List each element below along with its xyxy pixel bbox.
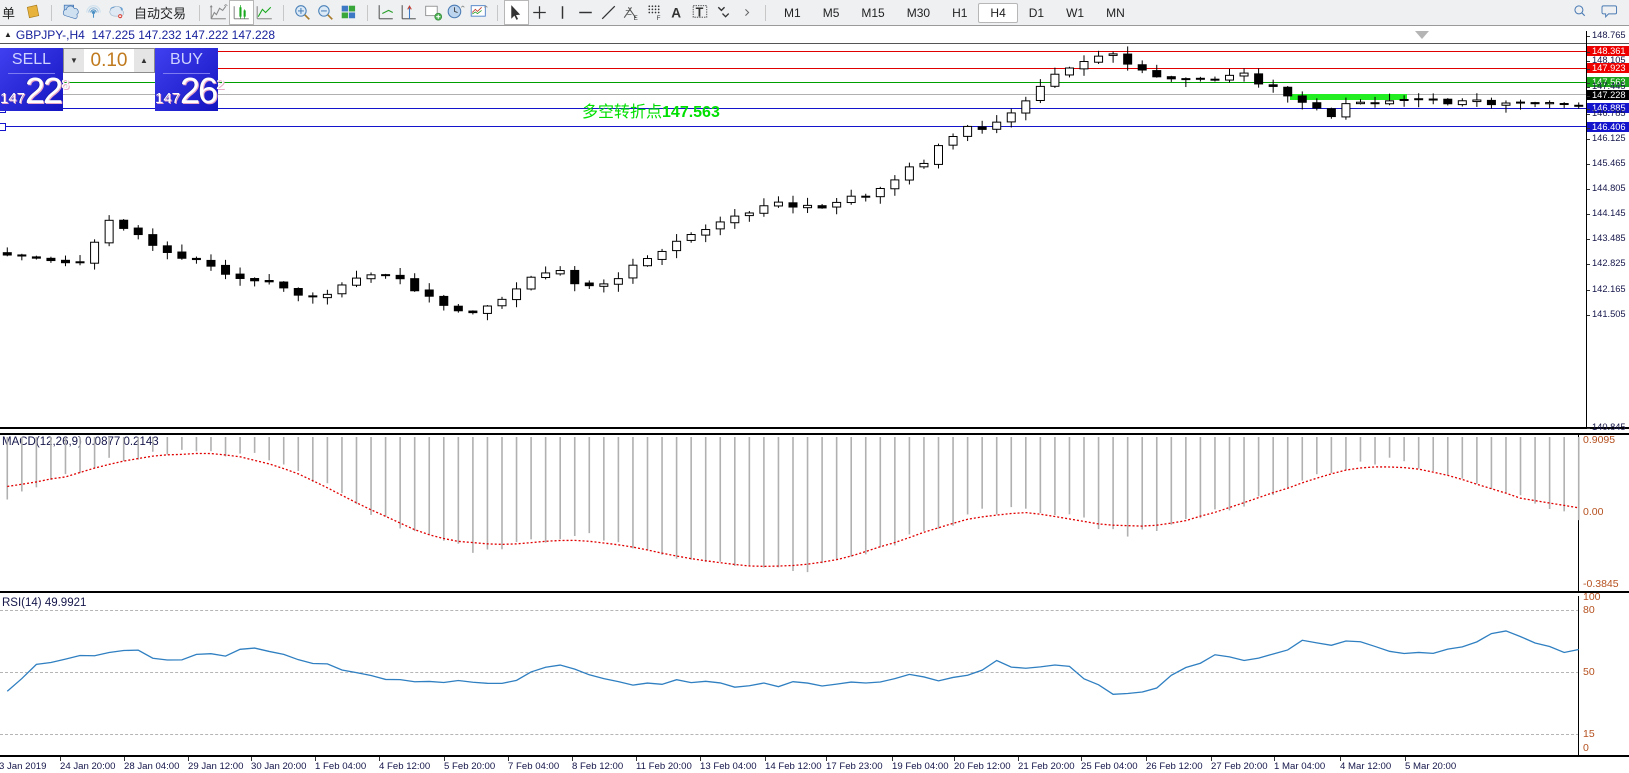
svg-text:T: T bbox=[696, 6, 704, 20]
svg-text:E: E bbox=[634, 15, 638, 22]
svg-text:A: A bbox=[671, 6, 681, 21]
svg-text:F: F bbox=[657, 15, 661, 22]
